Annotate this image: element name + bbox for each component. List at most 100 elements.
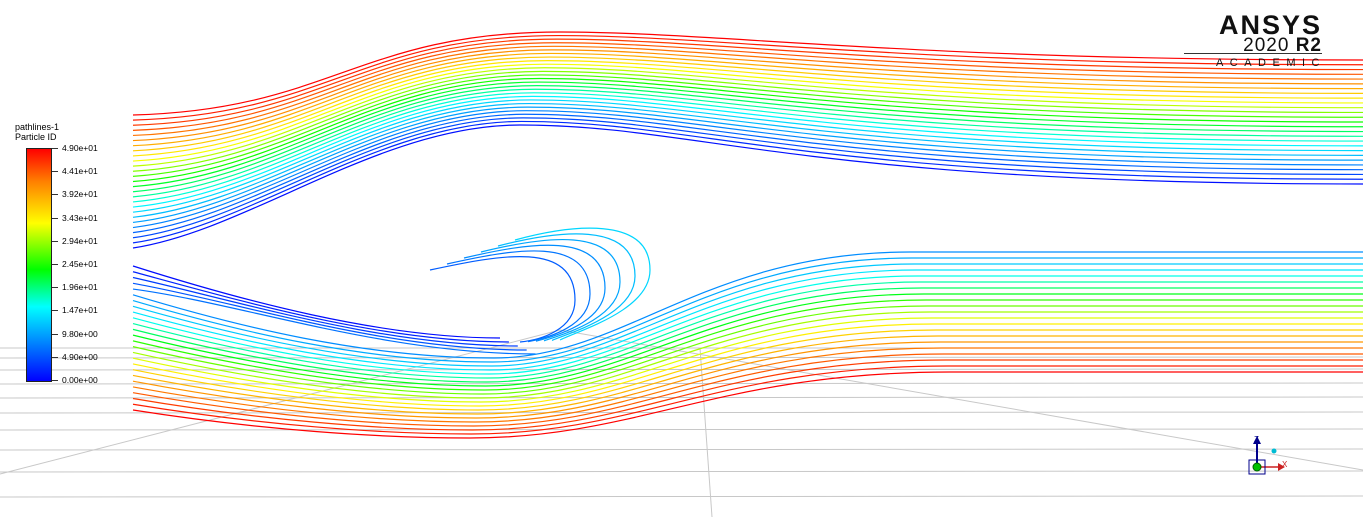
pathline [132, 85, 1363, 193]
pathline [132, 359, 1363, 431]
legend-tick [52, 380, 58, 381]
pathline [132, 52, 1363, 147]
pathline [132, 305, 1363, 395]
legend-title: pathlines-1 [15, 122, 60, 132]
ground-grid-line [0, 495, 1363, 498]
pathline [132, 282, 527, 351]
pathline [132, 124, 1363, 249]
axis-z-label: Z [1254, 435, 1259, 444]
logo-edition: ACADEMIC [1215, 57, 1326, 69]
pathline [132, 263, 1363, 367]
pathline [132, 269, 1363, 371]
pathline [132, 371, 1363, 439]
pathline [132, 287, 1363, 383]
legend-tick [52, 171, 58, 173]
pathline [132, 60, 1363, 157]
legend-tick [52, 333, 58, 335]
pathline [132, 67, 1363, 167]
pathline [132, 323, 1363, 407]
pathline [132, 56, 1363, 152]
legend-label: 3.92e+01 [62, 189, 98, 200]
logo-version-release: R2 [1295, 35, 1322, 56]
pathline [132, 38, 1363, 126]
pathline [132, 70, 1363, 172]
ground-grid-line [0, 428, 1363, 431]
pathline [132, 311, 1363, 399]
ground-grid-line [0, 368, 1363, 371]
ground-plane-grid [0, 329, 1363, 517]
legend-label: 1.96e+01 [62, 282, 98, 293]
legend-label: 4.90e+00 [62, 351, 98, 362]
pathline [132, 63, 1363, 162]
ground-grid-line [699, 347, 713, 517]
legend-tick [52, 356, 58, 358]
legend-tick [52, 240, 58, 242]
logo-name: ANSYS [1218, 10, 1322, 40]
legend-tick [52, 148, 58, 149]
pathline [132, 117, 1363, 239]
legend-tick [52, 217, 58, 219]
legend-label: 3.43e+01 [62, 212, 98, 223]
ground-grid-line [0, 396, 1363, 399]
wake-pathline [446, 250, 591, 343]
pathline [132, 110, 1363, 229]
pathline [132, 335, 1363, 415]
upper-pathlines [132, 31, 1363, 249]
pathline [132, 77, 1363, 183]
wake-pathline [463, 244, 606, 342]
axis-triad[interactable]: Z X [1232, 430, 1302, 485]
legend-label: 0.00e+00 [62, 375, 98, 385]
pathline [132, 329, 1363, 411]
wake-pathline [514, 227, 651, 341]
pathline [132, 271, 509, 343]
wake-pathline [480, 239, 621, 342]
pathline [132, 102, 1363, 218]
wake-recirculation-pathlines [429, 227, 651, 343]
pathline [132, 74, 1363, 177]
pathline [132, 299, 1363, 391]
pathline [132, 92, 1363, 203]
legend-tick [52, 287, 58, 289]
pathline [132, 288, 536, 355]
axis-triad-icon [1248, 436, 1285, 475]
pathline [132, 34, 1363, 121]
ground-grid-line [0, 329, 561, 475]
pathline [132, 317, 1363, 403]
wake-pathline [429, 256, 576, 343]
legend-label: 2.45e+01 [62, 259, 98, 269]
logo-version-year: 2020 [1243, 35, 1290, 56]
pathline [132, 88, 1363, 198]
ground-grid-line [0, 448, 1363, 451]
pathline [132, 276, 518, 347]
legend-label: 1.47e+01 [62, 305, 98, 316]
pathline [132, 275, 1363, 375]
pathline [132, 353, 1363, 427]
pathline [132, 341, 1363, 419]
ground-grid-line [0, 382, 1363, 385]
pathline [132, 42, 1363, 131]
ground-grid-line [0, 470, 1363, 473]
pathline [132, 281, 1363, 379]
legend-tick [52, 264, 58, 265]
logo-version: 2020 R2 [1243, 35, 1322, 57]
pathline [132, 293, 1363, 387]
legend-label: 4.41e+01 [62, 166, 98, 177]
legend-tick [52, 194, 58, 196]
pathline [132, 347, 1363, 423]
ansys-logo: ANSYS 2020 R2 ACADEMIC [1180, 10, 1330, 72]
pathline [132, 257, 1363, 363]
legend-tick [52, 310, 58, 312]
legend-label: 4.90e+01 [62, 143, 98, 153]
legend-label: 2.94e+01 [62, 235, 98, 246]
ground-grid-line [0, 356, 1363, 359]
colormap-legend: pathlines-1 Particle ID 4.90e+01 4.41e+01… [10, 120, 120, 390]
legend-label: 9.80e+00 [62, 328, 98, 339]
pathline [132, 106, 1363, 224]
pathline [132, 251, 1363, 359]
ground-grid-line [559, 329, 1363, 471]
pathline [132, 113, 1363, 234]
pathline [132, 31, 1363, 116]
pathline [132, 365, 1363, 435]
pathline [132, 81, 1363, 188]
